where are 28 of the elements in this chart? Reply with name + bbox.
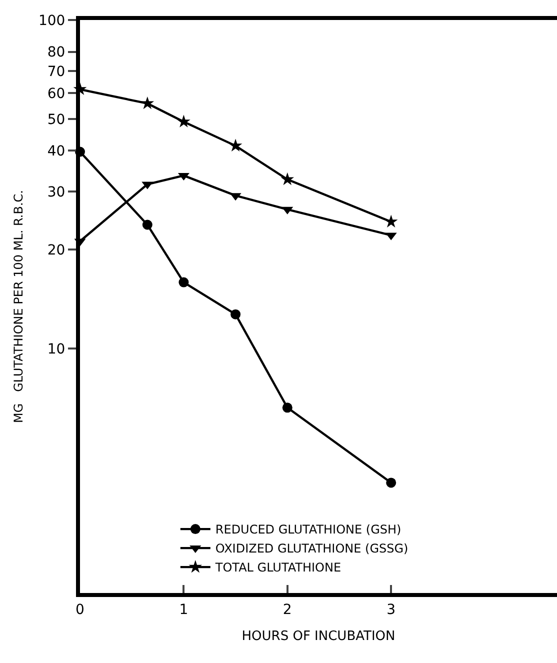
point: [228, 138, 242, 152]
point: [177, 114, 190, 128]
y-tick-label: 10: [47, 341, 66, 358]
y-axis-title: MG GLUTATHIONE PER 100 ML. R.B.C.: [11, 190, 26, 423]
y-tick-label: 30: [47, 184, 66, 201]
x-axis-title: HOURS OF INCUBATION: [242, 628, 396, 644]
x-tick-label: 3: [386, 602, 396, 618]
y-tick-label: 50: [47, 112, 66, 128]
y-tick-label: 100: [38, 12, 66, 29]
point: [384, 214, 398, 228]
point: [178, 277, 189, 288]
y-tick-label: 80: [47, 44, 66, 61]
point: [280, 172, 294, 186]
y-tick-label: 70: [47, 64, 66, 80]
legend-label: REDUCED GLUTATHIONE (GSH): [215, 522, 402, 537]
x-tick-label: 0: [76, 602, 84, 618]
point: [142, 220, 152, 230]
point: [140, 96, 154, 110]
point: [386, 478, 396, 488]
point: [282, 402, 292, 413]
point: [230, 309, 241, 320]
legend-label: OXIDIZED GLUTATHIONE (GSSG): [215, 542, 408, 556]
y-tick-label: 20: [47, 242, 66, 258]
legend-label: TOTAL GLUTATHIONE: [214, 560, 342, 575]
y-tick-label: 60: [47, 86, 66, 102]
x-tick-label: 1: [179, 602, 188, 618]
y-tick-label: 40: [47, 144, 66, 160]
x-tick-label: 2: [282, 602, 292, 618]
